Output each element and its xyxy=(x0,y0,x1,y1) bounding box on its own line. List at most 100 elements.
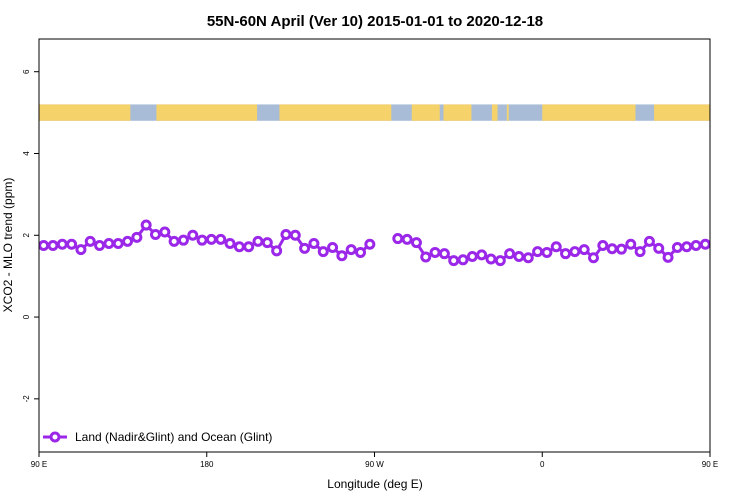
data-point xyxy=(578,244,590,256)
chart-title: 55N-60N April (Ver 10) 2015-01-01 to 202… xyxy=(207,13,543,30)
data-point xyxy=(233,241,245,253)
data-point xyxy=(699,238,710,250)
legend-label: Land (Nadir&Glint) and Ocean (Glint) xyxy=(75,430,272,444)
data-point xyxy=(364,238,376,250)
series-layer xyxy=(39,219,747,267)
data-point xyxy=(205,233,217,245)
land-segment xyxy=(443,104,472,121)
data-point xyxy=(75,244,87,256)
data-point xyxy=(615,243,627,255)
data-point xyxy=(513,251,525,263)
data-point xyxy=(643,235,655,247)
data-point xyxy=(429,246,441,258)
x-tick-label: 90 W xyxy=(365,460,384,469)
data-point xyxy=(103,237,115,249)
data-point xyxy=(532,246,544,258)
data-point xyxy=(504,248,516,260)
data-point xyxy=(625,238,637,250)
land-ocean-strip xyxy=(39,104,710,121)
data-point xyxy=(662,251,674,263)
data-point xyxy=(39,240,50,251)
data-point xyxy=(177,234,189,246)
plot-frame xyxy=(38,38,711,453)
land-segment xyxy=(156,104,258,121)
data-point xyxy=(392,233,404,245)
y-tick-label: 2 xyxy=(22,233,31,238)
data-point xyxy=(550,241,562,253)
data-point xyxy=(709,241,710,248)
data-point xyxy=(345,244,357,256)
data-point xyxy=(588,252,600,264)
y-tick-label: -2 xyxy=(22,395,31,403)
data-point xyxy=(224,237,236,249)
data-point xyxy=(410,237,422,249)
x-axis-label: Longitude (deg E) xyxy=(327,477,422,491)
data-point xyxy=(729,246,737,254)
data-point xyxy=(261,237,273,249)
data-point xyxy=(187,229,199,241)
data-point xyxy=(289,229,301,241)
data-point xyxy=(196,234,208,246)
data-point xyxy=(671,242,683,254)
data-point xyxy=(494,255,506,267)
data-point xyxy=(355,246,367,258)
data-point xyxy=(690,240,702,251)
data-point xyxy=(66,238,78,250)
data-point xyxy=(569,246,581,258)
data-point xyxy=(140,219,152,231)
land-segment xyxy=(279,104,392,121)
data-point xyxy=(280,228,292,240)
data-point xyxy=(84,235,96,247)
data-point xyxy=(112,237,124,249)
land-segment xyxy=(506,104,509,121)
data-point xyxy=(271,245,283,257)
data-point xyxy=(159,226,171,238)
data-point xyxy=(476,249,488,261)
data-point xyxy=(438,248,450,260)
axes: 90 E 180 90 W 0 90 E -2 0 2 4 6 xyxy=(22,69,718,469)
data-point xyxy=(522,252,534,264)
data-point xyxy=(308,237,320,249)
data-point xyxy=(448,255,460,267)
x-tick-label: 0 xyxy=(540,460,545,469)
data-point xyxy=(597,240,609,251)
data-point xyxy=(122,235,134,247)
legend-marker xyxy=(49,431,61,443)
data-point xyxy=(485,253,497,265)
data-point xyxy=(327,242,339,254)
data-point xyxy=(653,242,665,254)
data-point xyxy=(56,238,68,250)
legend: Land (Nadir&Glint) and Ocean (Glint) xyxy=(43,430,272,444)
data-point xyxy=(466,251,478,263)
data-point xyxy=(606,243,618,255)
data-point xyxy=(457,254,469,266)
data-point xyxy=(149,228,161,240)
x-tick-label: 90 E xyxy=(31,460,47,469)
data-point xyxy=(252,235,264,247)
data-point xyxy=(541,246,553,258)
data-point xyxy=(401,233,413,245)
data-point xyxy=(299,242,311,254)
land-segment xyxy=(654,104,710,121)
y-tick-label: 6 xyxy=(22,69,31,74)
data-point xyxy=(560,248,572,260)
data-point xyxy=(47,240,59,251)
data-point xyxy=(681,241,693,253)
data-point xyxy=(243,241,255,253)
data-point xyxy=(420,251,432,263)
data-point xyxy=(215,233,227,245)
land-segment xyxy=(39,104,131,121)
data-point xyxy=(739,237,747,245)
y-tick-label: 4 xyxy=(22,151,31,156)
data-point xyxy=(336,250,348,262)
data-point xyxy=(168,235,180,247)
data-point xyxy=(317,246,329,258)
y-tick-label: 0 xyxy=(22,314,31,319)
x-tick-label: 90 E xyxy=(702,460,718,469)
y-axis-label: XCO2 - MLO trend (ppm) xyxy=(1,178,15,313)
data-point xyxy=(634,246,646,258)
x-tick-label: 180 xyxy=(200,460,214,469)
data-point xyxy=(720,239,728,247)
land-segment xyxy=(411,104,440,121)
